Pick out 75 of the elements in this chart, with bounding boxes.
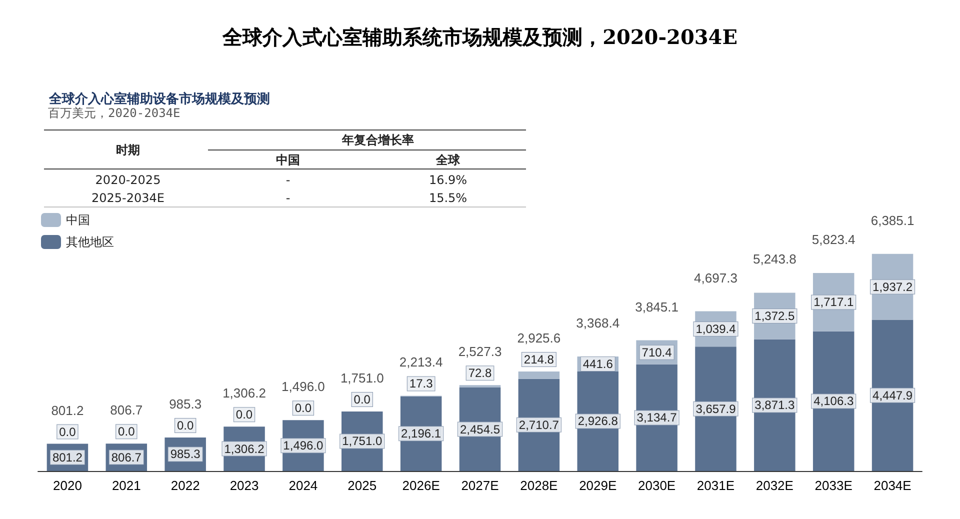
total-label: 1,306.2 bbox=[222, 386, 266, 401]
data-label: 4,447.9 bbox=[872, 388, 913, 402]
data-label: 2,454.5 bbox=[460, 422, 500, 436]
total-label: 2,527.3 bbox=[458, 344, 502, 360]
text: - bbox=[286, 173, 290, 187]
legend-label: 其他地区 bbox=[66, 235, 114, 249]
total-label: 1,496.0 bbox=[282, 379, 325, 394]
data-label: 1,937.2 bbox=[872, 280, 913, 294]
data-label: 0.0 bbox=[354, 392, 371, 406]
text: 百万美元，2020-2034E bbox=[48, 106, 180, 120]
data-label: 0.0 bbox=[176, 418, 194, 432]
x-tick-label: 2026E bbox=[402, 478, 440, 493]
data-label: 3,657.9 bbox=[696, 402, 736, 416]
data-label: 1,306.2 bbox=[224, 442, 265, 456]
data-label: 0.0 bbox=[59, 424, 76, 439]
total-label: 2,925.6 bbox=[517, 330, 561, 346]
text: 2025-2034E bbox=[92, 191, 164, 205]
data-label: 710.4 bbox=[642, 345, 672, 360]
text: 中国 bbox=[276, 153, 300, 167]
total-label: 6,385.1 bbox=[870, 212, 914, 228]
x-tick-label: 2032E bbox=[756, 478, 794, 493]
total-label: 806.7 bbox=[110, 402, 143, 418]
text: - bbox=[286, 191, 290, 205]
text: 时期 bbox=[116, 143, 140, 157]
data-label: 806.7 bbox=[111, 450, 142, 464]
data-label: 1,751.0 bbox=[342, 434, 382, 448]
total-label: 4,697.3 bbox=[694, 270, 738, 286]
x-tick-label: 2027E bbox=[461, 478, 500, 493]
data-label: 2,926.8 bbox=[578, 414, 618, 428]
x-tick-label: 2028E bbox=[520, 478, 558, 493]
chart-title: 全球介入式心室辅助系统市场规模及预测，2020-2034E bbox=[222, 25, 738, 49]
data-label: 2,196.1 bbox=[401, 426, 442, 441]
x-tick-label: 2033E bbox=[814, 478, 853, 493]
x-tick-label: 2021 bbox=[112, 478, 141, 493]
text: 15.5% bbox=[428, 191, 468, 205]
legend-label: 中国 bbox=[66, 213, 90, 227]
text: 年复合增长率 bbox=[341, 133, 414, 147]
text: 16.9% bbox=[428, 173, 468, 187]
text: 全球 bbox=[435, 153, 461, 167]
data-label: 3,134.7 bbox=[636, 410, 678, 425]
total-label: 801.2 bbox=[51, 402, 84, 418]
total-label: 1,751.0 bbox=[340, 370, 384, 386]
data-label: 441.6 bbox=[582, 356, 614, 371]
data-label: 0.0 bbox=[118, 424, 136, 439]
x-tick-label: 2034E bbox=[874, 478, 912, 493]
x-tick-label: 2020 bbox=[53, 478, 82, 493]
x-tick-label: 2029E bbox=[579, 478, 617, 493]
x-tick-label: 2022 bbox=[170, 478, 200, 493]
data-label: 4,106.3 bbox=[814, 394, 854, 408]
total-label: 5,823.4 bbox=[812, 232, 856, 248]
total-label: 3,368.4 bbox=[576, 315, 620, 330]
total-label: 3,845.1 bbox=[635, 299, 678, 314]
data-label: 2,710.7 bbox=[518, 418, 560, 432]
data-label: 17.3 bbox=[409, 376, 434, 391]
data-label: 0.0 bbox=[294, 401, 312, 416]
x-tick-label: 2023 bbox=[230, 478, 259, 493]
total-label: 985.3 bbox=[169, 396, 202, 412]
data-label: 0.0 bbox=[236, 408, 253, 422]
x-tick-label: 2030E bbox=[638, 478, 676, 493]
data-label: 1,372.5 bbox=[754, 309, 796, 324]
data-label: 985.3 bbox=[170, 447, 201, 462]
x-tick-label: 2024 bbox=[288, 478, 318, 493]
total-label: 2,213.4 bbox=[399, 354, 443, 370]
data-label: 214.8 bbox=[524, 352, 554, 367]
text: 2020-2025 bbox=[95, 173, 161, 187]
data-label: 3,871.3 bbox=[754, 398, 796, 412]
data-label: 1,039.4 bbox=[696, 322, 736, 336]
data-label: 1,717.1 bbox=[814, 295, 854, 310]
data-label: 1,496.0 bbox=[283, 438, 324, 453]
data-label: 801.2 bbox=[52, 450, 83, 464]
data-label: 72.8 bbox=[468, 366, 492, 380]
chart-subtitle: 全球介入心室辅助设备市场规模及预测 bbox=[48, 91, 270, 107]
total-label: 5,243.8 bbox=[752, 252, 796, 267]
x-tick-label: 2031E bbox=[696, 478, 735, 493]
x-tick-label: 2025 bbox=[348, 478, 377, 493]
